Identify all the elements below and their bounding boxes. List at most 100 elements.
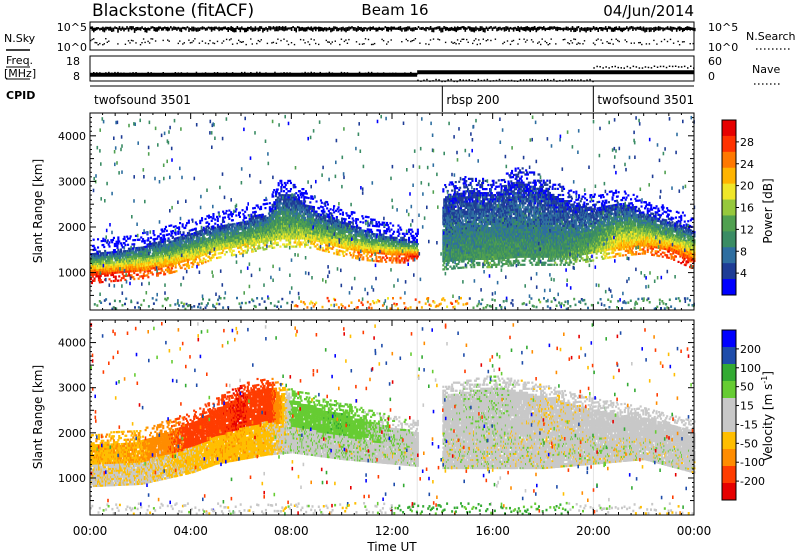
nsearch-dot — [163, 40, 164, 41]
nsky-bar — [175, 27, 177, 30]
power-cell — [221, 231, 223, 233]
power-cell — [316, 244, 318, 246]
nsearch-dot — [519, 39, 520, 40]
power-cell — [171, 271, 173, 273]
power-cell — [273, 247, 275, 249]
power-cell — [146, 254, 148, 256]
nsearch-dot — [327, 41, 328, 42]
power-cell — [124, 236, 126, 238]
power-cell — [138, 278, 140, 280]
nsky-bar — [469, 26, 471, 30]
power-cell — [286, 246, 288, 248]
nsky-bar — [119, 26, 121, 30]
nsearch-dot — [304, 42, 305, 43]
power-cell — [269, 206, 271, 208]
power-cell — [280, 182, 282, 184]
nsky-bar — [551, 26, 553, 29]
power-cell — [171, 232, 173, 234]
nsky-bar — [522, 27, 524, 30]
power-cell — [115, 278, 117, 280]
nsky-bar — [264, 28, 266, 31]
nsky-bar — [552, 27, 554, 30]
nave-dot — [274, 72, 276, 74]
freq-tick-bottom: 8 — [73, 70, 80, 83]
nsky-bar — [667, 26, 669, 30]
nsky-bar — [199, 28, 201, 31]
power-cell — [246, 206, 248, 208]
power-cell — [254, 248, 256, 250]
nave-dot — [268, 74, 270, 76]
nsky-bar — [658, 26, 660, 31]
nsearch-dot — [226, 39, 227, 40]
nsky-bar — [401, 28, 403, 32]
nsky-bar — [99, 28, 101, 31]
nsky-bar — [628, 28, 630, 32]
nsearch-dot — [677, 41, 678, 42]
nsky-bar — [288, 27, 290, 29]
power-cell — [117, 238, 119, 240]
nave-dot — [283, 72, 285, 74]
power-cell — [306, 209, 308, 211]
nsky-bar — [173, 26, 175, 30]
nsky-bar — [646, 27, 648, 32]
power-cell — [280, 188, 282, 190]
nsearch-dot — [152, 38, 153, 39]
power-cell — [103, 246, 105, 248]
freq-trace — [90, 66, 695, 83]
power-cell — [264, 242, 266, 244]
nsky-bar — [246, 28, 248, 32]
power-cell — [104, 275, 106, 277]
nsky-bar — [471, 27, 473, 32]
nave-dot — [181, 72, 183, 74]
nsky-bar — [652, 28, 654, 30]
nave-dot — [633, 66, 635, 68]
nsearch-dot — [194, 38, 195, 39]
nsky-bar — [315, 27, 317, 32]
nave-dot — [238, 73, 240, 75]
nave-dot — [317, 73, 319, 75]
power-cell — [205, 218, 207, 220]
power-cell — [171, 241, 173, 243]
nsky-bar — [424, 28, 426, 31]
nsky-bar — [510, 27, 512, 29]
power-cell — [231, 228, 233, 230]
nave-dot — [669, 66, 671, 68]
nsearch-label: N.Search — [746, 30, 796, 43]
nave-dot — [235, 73, 237, 75]
nsky-bar — [129, 26, 131, 29]
nsky-bar — [369, 27, 371, 32]
power-cell — [161, 268, 163, 270]
power-cell — [320, 199, 322, 201]
nsky-bar — [668, 28, 670, 30]
power-cell — [150, 243, 152, 245]
nsky-bar — [378, 27, 380, 30]
power-cell — [250, 214, 252, 216]
power-cell — [104, 250, 106, 252]
power-cell — [117, 280, 119, 282]
power-cell — [199, 222, 201, 224]
nsearch-dot — [683, 41, 684, 42]
power-cell — [93, 239, 95, 241]
nave-dot — [229, 73, 231, 75]
power-cell — [157, 254, 159, 256]
nsky-bar — [95, 28, 97, 31]
power-cell — [212, 256, 214, 258]
nsearch-dot — [99, 43, 100, 44]
nsky-bar — [126, 26, 128, 29]
power-cell — [121, 244, 123, 246]
power-cell — [118, 240, 120, 242]
nave-dot — [657, 67, 659, 69]
nave-dot — [538, 80, 540, 82]
power-cell — [264, 203, 266, 205]
power-cell — [153, 232, 155, 234]
power-cell — [94, 263, 96, 265]
nsky-bar — [152, 26, 154, 28]
power-cell — [256, 225, 258, 227]
nave-dot — [429, 80, 431, 82]
power-cell — [94, 280, 96, 282]
nsearch-dot — [517, 43, 518, 44]
nsky-bar — [392, 27, 394, 30]
nsky-bar — [134, 28, 136, 33]
power-cell — [97, 246, 99, 248]
nave-dot — [642, 67, 644, 69]
